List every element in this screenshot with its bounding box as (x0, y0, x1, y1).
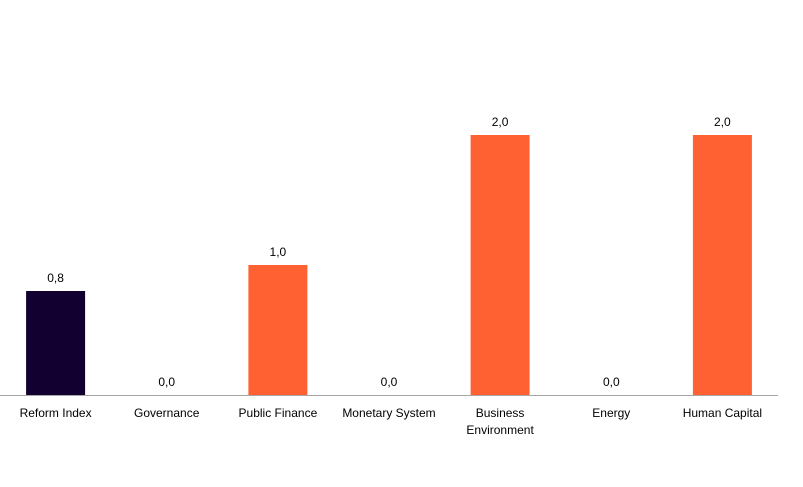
bars-group (26, 135, 752, 395)
category-label-2: Public Finance (239, 406, 318, 420)
category-labels-group: Reform Index Governance Public Finance Mone… (20, 406, 763, 437)
bar-0 (26, 291, 86, 395)
category-label-1: Governance (134, 406, 200, 420)
category-label-2-line-0: Public Finance (239, 406, 318, 420)
value-label-5: 0,0 (603, 375, 620, 389)
category-label-6: Human Capital (683, 406, 762, 420)
category-label-3: Monetary System (342, 406, 435, 420)
category-label-3-line-0: Monetary System (342, 406, 435, 420)
value-label-0: 0,8 (47, 271, 64, 285)
value-label-3: 0,0 (381, 375, 398, 389)
category-label-1-line-0: Governance (134, 406, 200, 420)
value-label-2: 1,0 (270, 245, 287, 259)
category-label-4-line-1: Environment (466, 423, 534, 437)
value-label-4: 2,0 (492, 115, 509, 129)
category-label-6-line-0: Human Capital (683, 406, 762, 420)
bar-6 (692, 135, 752, 395)
category-label-0-line-0: Reform Index (20, 406, 92, 420)
category-label-5: Energy (592, 406, 630, 420)
value-label-1: 0,0 (158, 375, 175, 389)
category-label-5-line-0: Energy (592, 406, 630, 420)
category-label-0: Reform Index (20, 406, 92, 420)
value-labels-group: 0,8 0,0 1,0 0,0 2,0 0,0 2,0 (47, 115, 731, 389)
value-label-6: 2,0 (714, 115, 731, 129)
bar-4 (470, 135, 530, 395)
category-label-4: Business Environment (466, 406, 534, 437)
category-label-4-line-0: Business (476, 406, 525, 420)
bar-2 (248, 265, 308, 395)
